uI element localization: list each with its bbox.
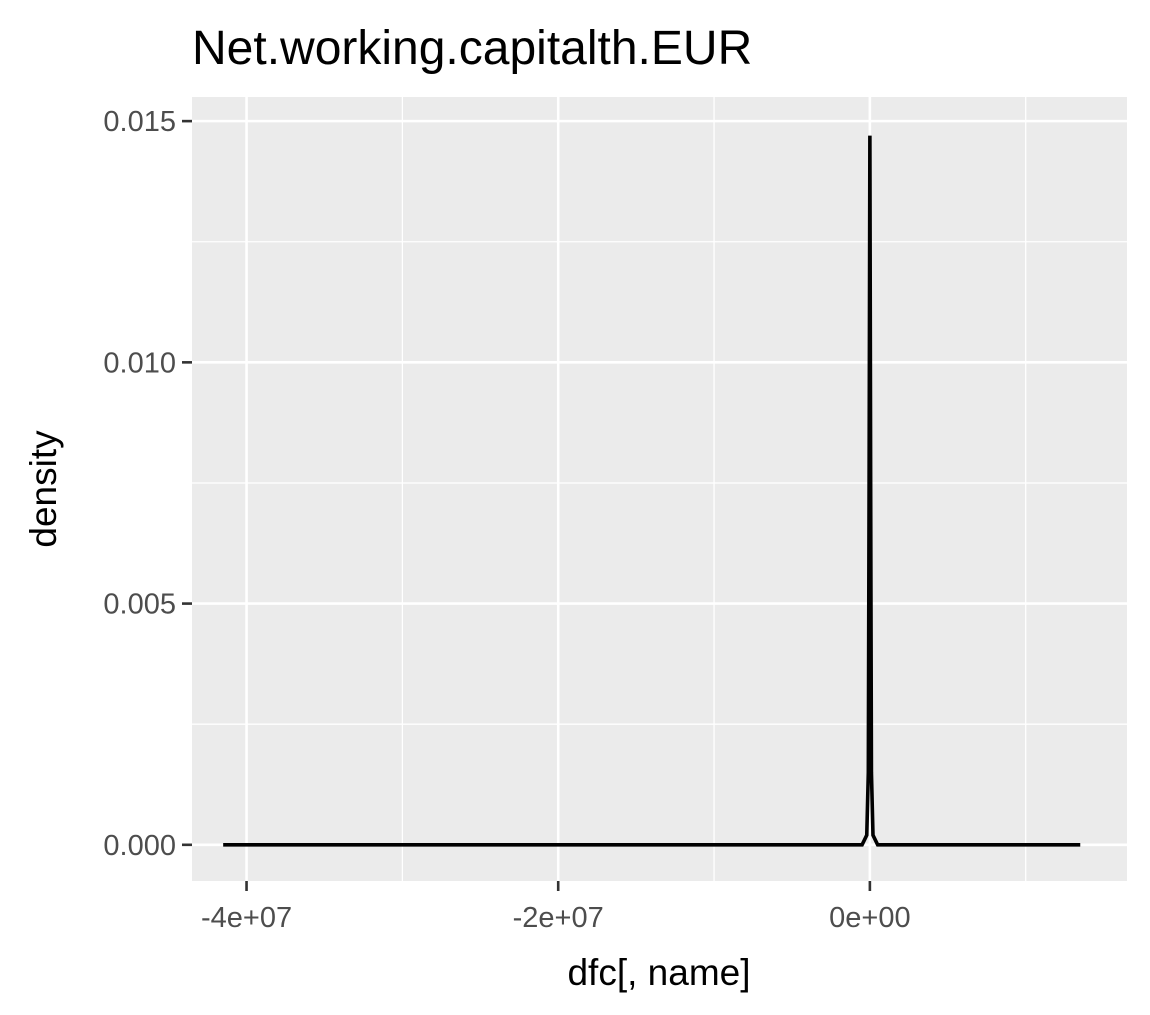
x-tick-label-1: -2e+07 bbox=[513, 902, 604, 934]
density-series bbox=[223, 135, 1081, 847]
density-curve-0 bbox=[223, 135, 1081, 847]
x-axis-title: dfc[, name] bbox=[567, 952, 750, 993]
y-tick-label-0: 0.000 bbox=[103, 830, 176, 862]
x-axis: -4e+07 -2e+07 0e+00 bbox=[201, 881, 911, 934]
x-tick-label-2: 0e+00 bbox=[829, 902, 910, 934]
chart-title: Net.working.capitalth.EUR bbox=[192, 22, 752, 75]
y-tick-label-2: 0.010 bbox=[103, 347, 176, 379]
y-axis: 0.000 0.005 0.010 0.015 bbox=[103, 106, 192, 862]
plot-panel bbox=[192, 97, 1127, 881]
y-axis-title: density bbox=[23, 430, 64, 548]
y-tick-label-3: 0.015 bbox=[103, 106, 176, 138]
x-tick-label-0: -4e+07 bbox=[201, 902, 292, 934]
minor-gridlines bbox=[192, 97, 1127, 881]
y-tick-label-1: 0.005 bbox=[103, 589, 176, 621]
